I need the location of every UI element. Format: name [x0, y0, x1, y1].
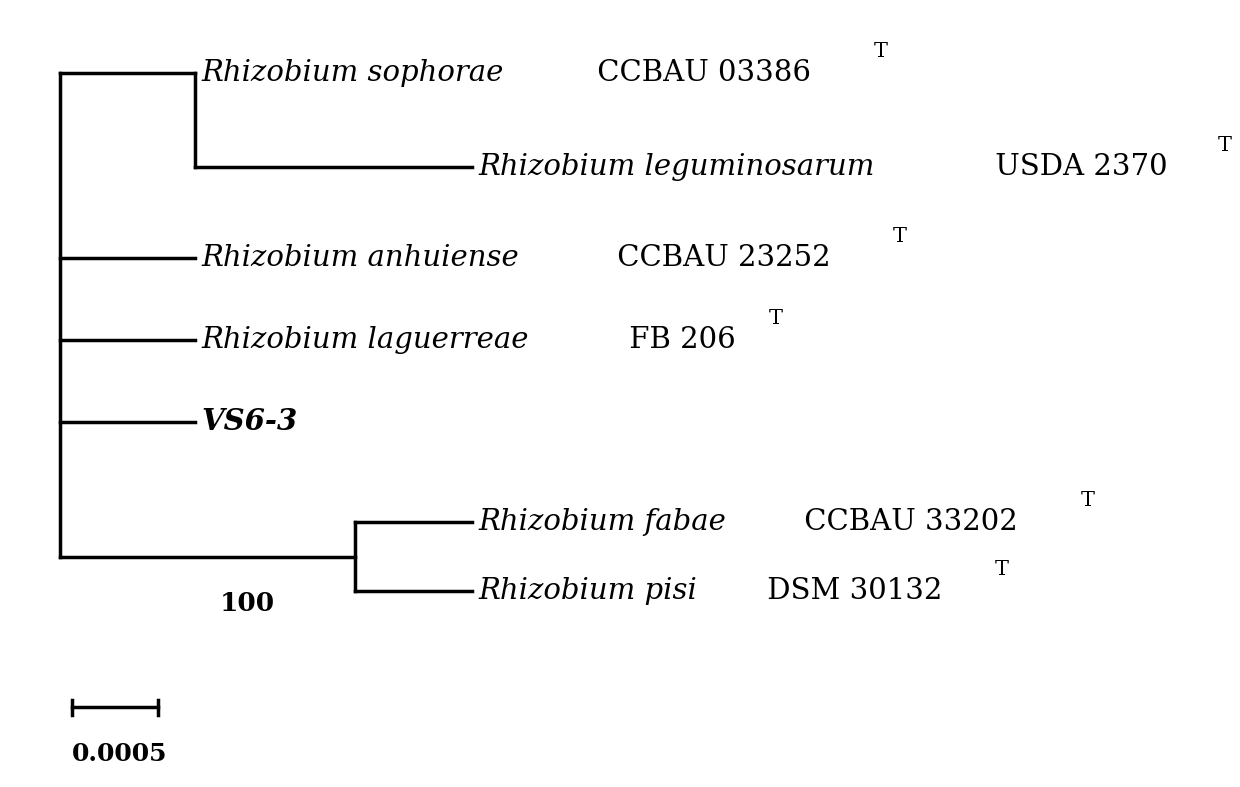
Text: CCBAU 33202: CCBAU 33202 [795, 508, 1018, 536]
Text: Rhizobium fabae: Rhizobium fabae [477, 508, 725, 536]
Text: Rhizobium sophorae: Rhizobium sophorae [201, 59, 503, 87]
Text: Rhizobium leguminosarum: Rhizobium leguminosarum [477, 153, 874, 182]
Text: T: T [874, 42, 888, 61]
Text: T: T [893, 227, 908, 246]
Text: Rhizobium laguerreae: Rhizobium laguerreae [201, 326, 528, 354]
Text: DSM 30132: DSM 30132 [759, 578, 942, 605]
Text: 0.0005: 0.0005 [72, 742, 167, 766]
Text: T: T [994, 560, 1008, 579]
Text: T: T [769, 309, 782, 328]
Text: CCBAU 23252: CCBAU 23252 [608, 245, 831, 272]
Text: VS6-3: VS6-3 [201, 407, 298, 436]
Text: Rhizobium anhuiense: Rhizobium anhuiense [201, 245, 518, 272]
Text: T: T [1081, 491, 1095, 510]
Text: T: T [1218, 136, 1233, 155]
Text: FB 206: FB 206 [620, 326, 737, 354]
Text: Rhizobium pisi: Rhizobium pisi [477, 578, 697, 605]
Text: CCBAU 03386: CCBAU 03386 [588, 59, 811, 87]
Text: USDA 2370: USDA 2370 [986, 153, 1167, 182]
Text: 100: 100 [219, 591, 275, 616]
